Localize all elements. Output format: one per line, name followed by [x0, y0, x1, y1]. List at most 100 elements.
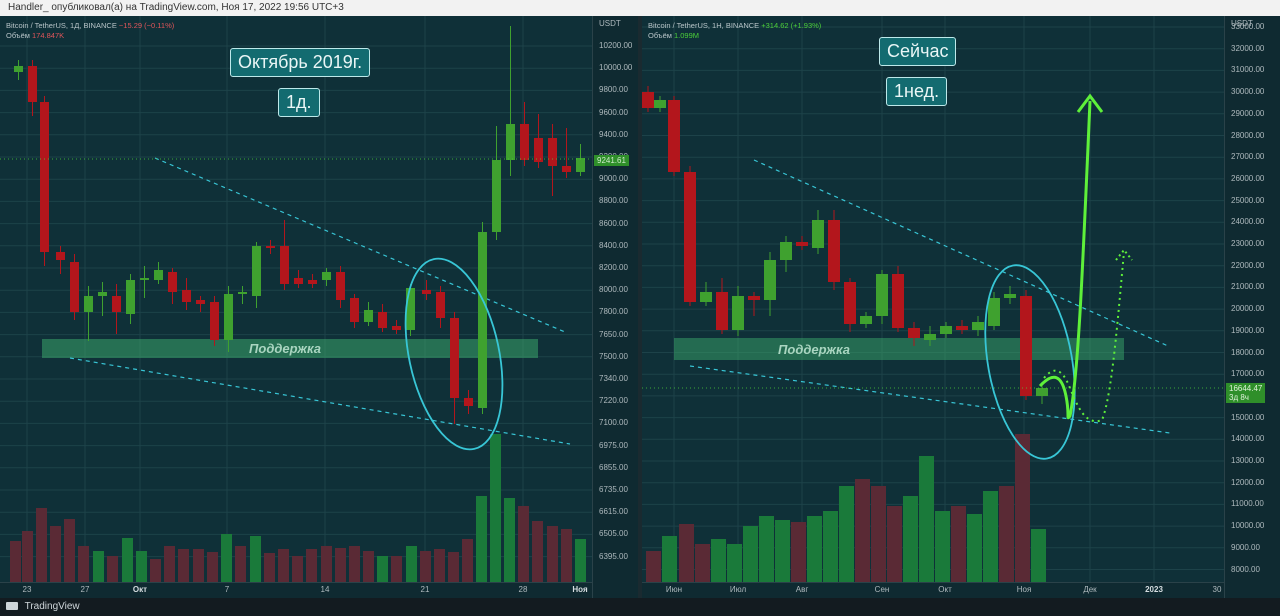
price-tick-label: 7220.00 [599, 396, 628, 406]
candle-body [844, 282, 856, 324]
price-tick-label: 10000.00 [599, 63, 633, 73]
price-tick-label: 9800.00 [599, 85, 628, 95]
price-tick-label: 10200.00 [599, 41, 633, 50]
price-tick-label: 6855.00 [599, 462, 628, 472]
price-tick-label: 8000.00 [1231, 564, 1260, 574]
volume-bar [476, 496, 487, 582]
support-zone [674, 338, 1124, 360]
candle-body [252, 246, 261, 296]
right-chart-panel[interactable]: Поддержка Bitcoin / TetherUS, 1Н, BINANC… [642, 16, 1280, 598]
price-tick-label: 6735.00 [599, 485, 628, 494]
price-tick-label: 33000.00 [1231, 22, 1265, 31]
candle-body [224, 294, 233, 340]
price-tick-label: 8400.00 [599, 240, 628, 250]
left-chart-svg[interactable]: Поддержка [0, 16, 638, 598]
volume-bar [759, 516, 774, 582]
left-timeframe-badge: 1д. [278, 88, 320, 117]
volume-bar [107, 556, 118, 582]
candle-body [828, 220, 840, 282]
candle-body [654, 100, 666, 108]
candle-body [534, 138, 543, 162]
volume-bar [292, 556, 303, 582]
support-zone-label: Поддержка [249, 341, 321, 356]
candle-body [238, 292, 247, 294]
volume-bar [518, 506, 529, 582]
candle-body [350, 298, 359, 322]
candle-body [450, 318, 459, 398]
time-tick-label: Сен [874, 585, 890, 594]
candle-body [940, 326, 952, 334]
volume-bar [150, 559, 161, 582]
left-chart-panel[interactable]: Поддержка Bitcoin / TetherUS, 1Д, BINANC… [0, 16, 638, 598]
right-current-price-tag: 16644.47 3д 8ч [1226, 383, 1266, 403]
candle-body [520, 124, 529, 160]
support-zone-label: Поддержка [778, 342, 850, 357]
left-price-axis[interactable]: USDT 10200.00 10000.00 9800.00 9600.00 9400.… [592, 16, 638, 598]
price-tick-label: 8200.00 [599, 263, 628, 272]
right-volume-legend: Объём 1.099M [648, 31, 699, 40]
time-tick-label: Ноя [1016, 585, 1032, 594]
price-tick-label: 7650.00 [599, 329, 628, 339]
lower-trendline [689, 365, 1171, 434]
candle-body [562, 166, 571, 172]
candle-body [112, 296, 121, 312]
price-tick-label: 6975.00 [599, 440, 628, 450]
price-tick-label: 10000.00 [1231, 521, 1265, 531]
price-tick-label: 8800.00 [599, 196, 628, 206]
volume-bar [448, 552, 459, 582]
candle-body [464, 398, 473, 406]
right-volume-value: 1.099M [674, 31, 700, 40]
right-volume-label: Объём [648, 31, 672, 40]
volume-bar [264, 553, 275, 582]
candle-body [972, 322, 984, 330]
candle-body [764, 260, 776, 300]
price-tick-label: 21000.00 [1231, 282, 1265, 292]
price-tick-label: 12000.00 [1231, 477, 1265, 487]
price-tick-label: 6505.00 [599, 529, 628, 539]
candle-body [84, 296, 93, 312]
price-tick-label: 13000.00 [1231, 456, 1265, 465]
price-tick-label: 18000.00 [1231, 347, 1265, 357]
time-tick-label: 28 [518, 585, 528, 594]
volume-bar [235, 546, 246, 582]
volume-bar [306, 549, 317, 582]
time-tick-label: Дек [1083, 585, 1097, 594]
price-tick-label: 7500.00 [599, 351, 628, 361]
candle-body [364, 310, 373, 322]
right-chart-svg[interactable]: Поддержка [642, 16, 1280, 598]
left-time-axis[interactable]: 23 27 Окт 7 14 21 28 Ноя [0, 582, 592, 598]
left-period-badge: Октябрь 2019г. [230, 48, 371, 77]
candle-body [422, 290, 431, 294]
candle-body [796, 242, 808, 246]
volume-bar [250, 536, 261, 582]
candle-body [336, 272, 345, 300]
candle-body [892, 274, 904, 328]
price-tick-label: 31000.00 [1231, 65, 1265, 75]
left-symbol-name: Bitcoin / TetherUS, 1Д, BINANCE [6, 21, 117, 30]
volume-bar [775, 520, 790, 582]
right-time-axis[interactable]: Июн Июл Авг Сен Окт Ноя Дек 2023 30 [642, 582, 1224, 598]
support-zone [42, 339, 538, 358]
volume-bar [207, 552, 218, 582]
volume-bar [321, 546, 332, 582]
volume-bar [377, 556, 388, 582]
tradingview-logo-icon [6, 602, 18, 611]
time-tick-label: 2023 [1145, 585, 1163, 594]
volume-bar [871, 486, 886, 582]
left-volume-label: Объём [6, 31, 30, 40]
volume-bar [967, 514, 982, 582]
candle-body [28, 66, 37, 102]
volume-bar [490, 434, 501, 582]
left-volume-legend: Объём 174.847K [6, 31, 64, 40]
candle-body [126, 280, 135, 314]
right-period-badge: Сейчас [879, 37, 957, 66]
price-tick-label: 15000.00 [1231, 412, 1265, 422]
candle-body [308, 280, 317, 284]
volume-bar [839, 486, 854, 582]
right-axis-unit: USDT [1231, 19, 1253, 28]
right-bar-countdown: 3д 8ч [1229, 393, 1249, 402]
right-price-axis[interactable]: USDT 33000.00 32000.00 31000.00 30000.00 290… [1224, 16, 1280, 598]
volume-bar [349, 546, 360, 582]
price-tick-label: 26000.00 [1231, 173, 1265, 183]
time-tick-label: 14 [320, 585, 330, 594]
